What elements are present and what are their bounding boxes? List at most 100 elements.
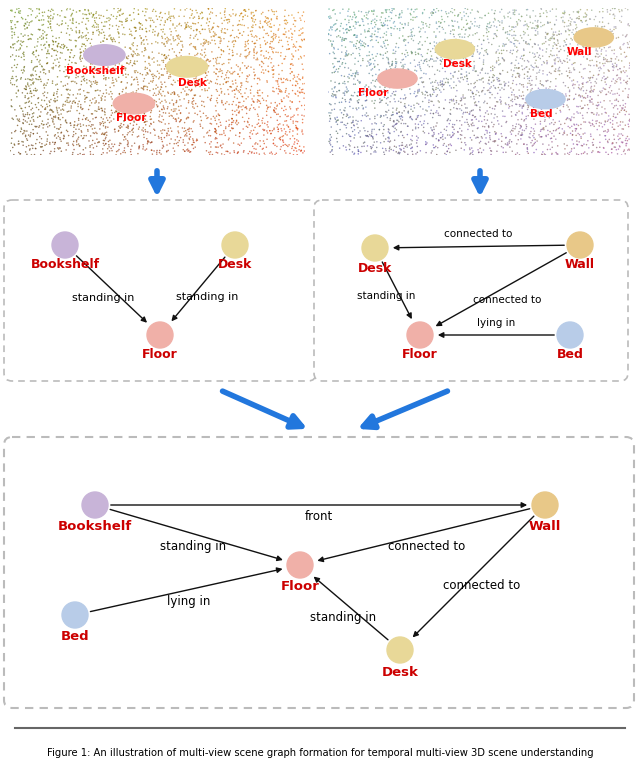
Point [45, 136, 55, 149]
Point [234, 18, 244, 30]
Point [239, 133, 249, 145]
Point [482, 21, 492, 33]
Point [463, 3, 473, 15]
Point [88, 56, 98, 68]
Point [28, 139, 38, 152]
Point [552, 148, 562, 160]
Point [447, 14, 457, 27]
Point [615, 74, 625, 86]
Point [42, 57, 52, 69]
Point [44, 41, 54, 53]
Point [52, 40, 63, 52]
Point [576, 14, 586, 27]
Point [118, 98, 128, 110]
Point [52, 91, 63, 103]
Point [456, 68, 467, 80]
Point [133, 148, 143, 160]
Point [499, 53, 509, 66]
Point [618, 85, 628, 98]
Point [253, 117, 264, 130]
Point [43, 10, 53, 22]
Point [586, 72, 596, 84]
Point [593, 20, 603, 32]
Point [154, 85, 164, 98]
Text: Bookshelf: Bookshelf [31, 258, 100, 271]
Point [122, 100, 132, 112]
Point [568, 125, 578, 137]
Point [372, 136, 382, 148]
Point [452, 42, 463, 54]
Point [525, 46, 535, 59]
Point [271, 5, 282, 18]
Point [601, 72, 611, 85]
Point [201, 55, 211, 67]
Point [612, 88, 623, 100]
Point [352, 118, 362, 130]
Point [288, 125, 298, 137]
Point [484, 21, 494, 34]
Point [360, 130, 371, 142]
Point [477, 62, 488, 75]
Text: Desk: Desk [381, 665, 419, 678]
Point [379, 71, 389, 83]
Point [82, 77, 92, 89]
Point [591, 11, 601, 23]
Point [128, 90, 138, 102]
Point [5, 5, 15, 17]
Point [227, 81, 237, 93]
Circle shape [557, 322, 583, 348]
Point [335, 142, 345, 154]
Point [114, 45, 124, 57]
Point [591, 56, 602, 68]
Point [518, 101, 529, 113]
Point [524, 56, 534, 68]
Point [32, 40, 42, 52]
Point [88, 134, 98, 146]
Point [133, 78, 143, 91]
Point [344, 16, 354, 28]
Point [371, 146, 381, 158]
Point [156, 76, 166, 88]
Point [129, 55, 140, 67]
Point [330, 112, 340, 124]
Point [573, 45, 583, 57]
Point [484, 84, 494, 96]
Point [596, 86, 606, 98]
Point [298, 72, 308, 85]
Point [142, 84, 152, 96]
Point [387, 78, 397, 91]
Point [104, 23, 115, 35]
Point [511, 98, 521, 110]
Point [554, 28, 564, 40]
Point [153, 88, 163, 101]
Point [332, 136, 342, 148]
Point [485, 91, 495, 104]
Point [550, 84, 560, 96]
Point [563, 23, 573, 35]
Point [608, 110, 618, 123]
Point [391, 57, 401, 69]
Point [408, 105, 418, 117]
Point [177, 35, 187, 47]
Point [420, 109, 430, 121]
Point [285, 133, 295, 145]
Point [250, 37, 260, 50]
Point [367, 34, 377, 46]
Point [482, 125, 492, 137]
Point [576, 14, 586, 27]
Point [172, 94, 182, 107]
Point [337, 35, 347, 47]
Point [414, 43, 424, 55]
Point [185, 79, 195, 91]
Point [498, 40, 508, 52]
Point [333, 30, 344, 42]
Point [469, 61, 479, 73]
Point [481, 124, 491, 136]
Point [243, 60, 253, 72]
Point [358, 85, 368, 97]
Point [281, 85, 291, 97]
Point [615, 100, 625, 112]
Point [495, 19, 505, 31]
Point [390, 45, 401, 57]
Point [329, 89, 339, 101]
